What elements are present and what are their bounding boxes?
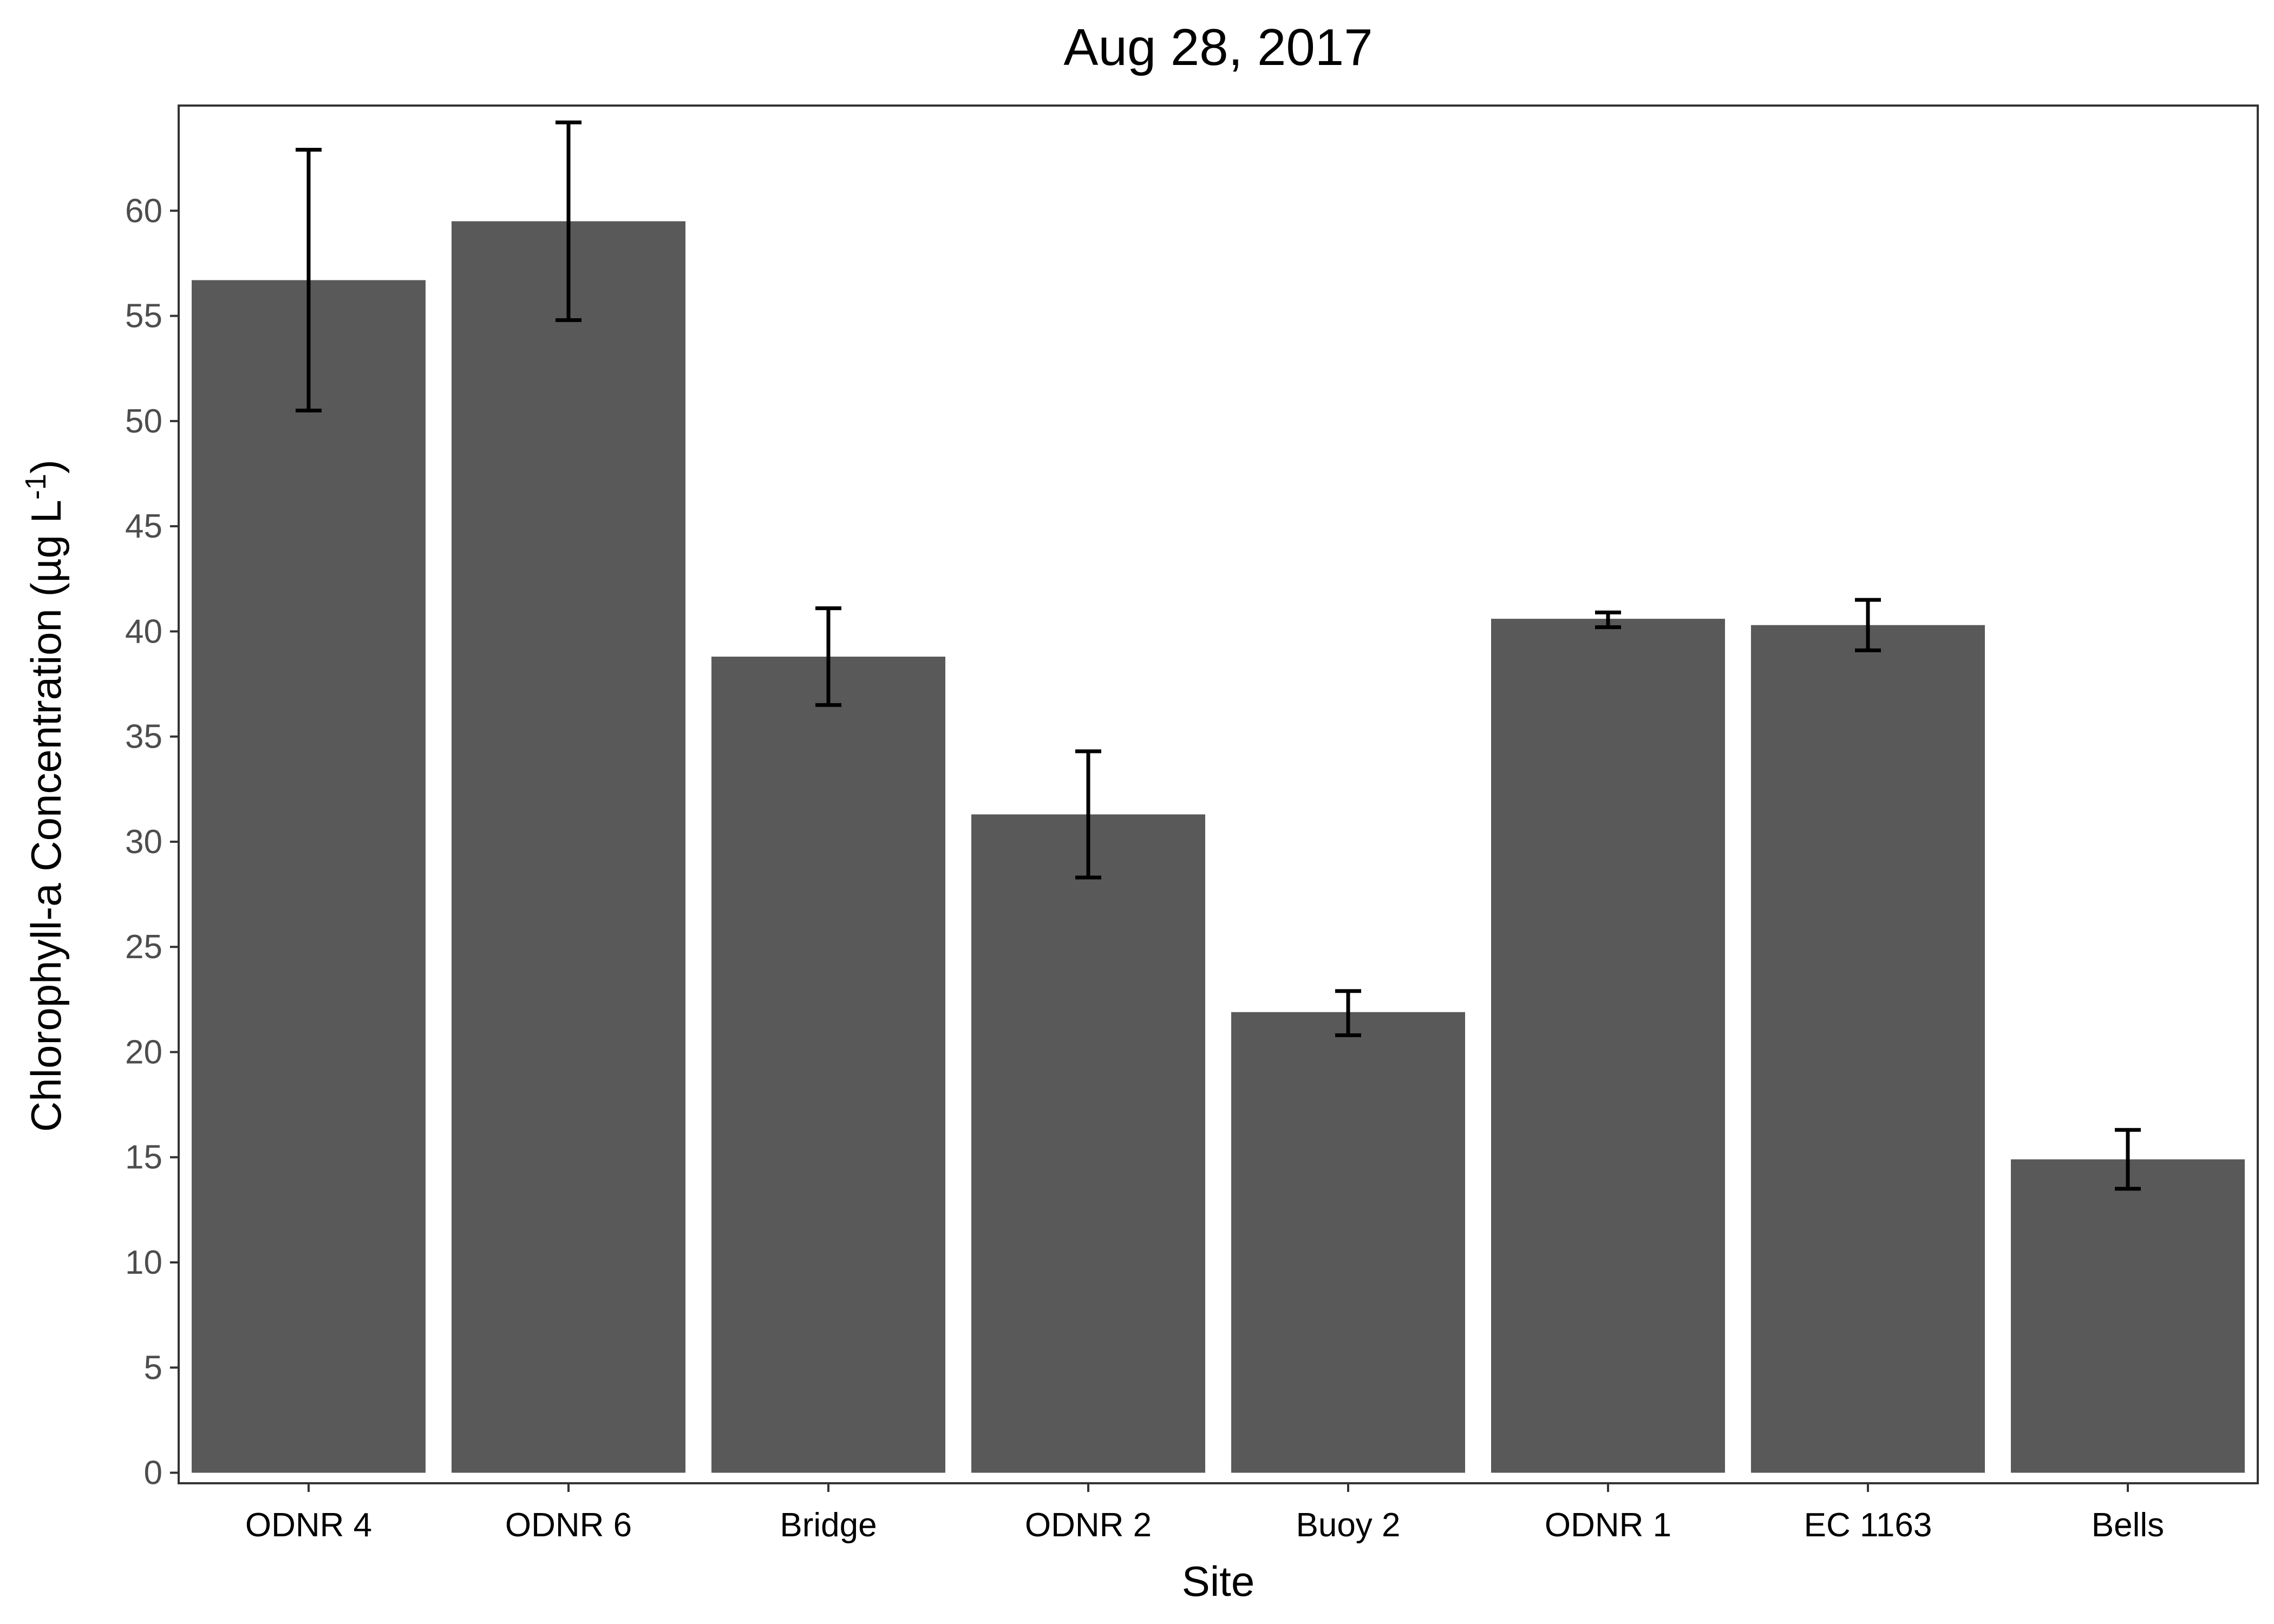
bar-odnr-4 — [192, 280, 426, 1473]
y-axis-title-superscript: -1 — [19, 474, 52, 500]
bar-odnr-6 — [452, 221, 685, 1473]
chart-title: Aug 28, 2017 — [1063, 18, 1373, 76]
plot-panel-border — [178, 104, 2259, 1484]
y-tick-label: 5 — [144, 1349, 162, 1386]
x-tick-label: Buoy 2 — [1296, 1507, 1400, 1544]
x-tick-label: ODNR 2 — [1025, 1507, 1152, 1544]
bars-group — [192, 221, 2245, 1473]
error-bar-odnr-4 — [296, 148, 322, 412]
error-bar-ec-1163 — [1855, 598, 1881, 652]
x-axis-title: Site — [1182, 1557, 1254, 1605]
y-tick-label: 0 — [144, 1455, 162, 1492]
error-bar-bells — [2115, 1128, 2141, 1191]
y-tick-label: 35 — [125, 718, 162, 756]
x-tick-label: EC 1163 — [1804, 1507, 1932, 1544]
bar-ec-1163 — [1751, 625, 1985, 1473]
y-tick-label: 10 — [125, 1244, 162, 1281]
x-tick-label: ODNR 4 — [245, 1507, 372, 1544]
y-axis-title-main: Chlorophyll-a Concentration (µg L — [22, 500, 70, 1132]
bar-bells — [2011, 1159, 2245, 1473]
x-axis: ODNR 4 ODNR 6 Bridge ODNR 2 Buoy 2 ODNR 1 EC 1… — [245, 1483, 2164, 1544]
x-tick-label: Bells — [2092, 1507, 2164, 1544]
error-bar-odnr-1 — [1595, 610, 1621, 630]
y-tick-label: 20 — [125, 1033, 162, 1071]
x-tick-label: Bridge — [780, 1507, 877, 1544]
error-bar-bridge — [815, 606, 841, 707]
error-bars-group — [296, 120, 2141, 1191]
y-tick-label: 25 — [125, 928, 162, 966]
error-bar-buoy-2 — [1335, 989, 1361, 1037]
x-tick-label: ODNR 6 — [505, 1507, 632, 1544]
y-axis-title-close: ) — [22, 460, 70, 474]
error-bar-odnr-2 — [1075, 749, 1101, 880]
y-tick-label: 40 — [125, 613, 162, 650]
bar-buoy-2 — [1231, 1012, 1465, 1473]
y-tick-label: 60 — [125, 192, 162, 230]
y-axis: 0 5 10 15 20 25 30 35 40 45 50 55 60 — [125, 192, 179, 1492]
y-tick-label: 30 — [125, 823, 162, 861]
y-axis-title: Chlorophyll-a Concentration (µg L-1) — [19, 460, 70, 1132]
bar-odnr-1 — [1491, 619, 1725, 1473]
bar-odnr-2 — [971, 814, 1205, 1473]
y-tick-label: 55 — [125, 298, 162, 335]
y-tick-label: 45 — [125, 508, 162, 545]
x-tick-label: ODNR 1 — [1545, 1507, 1671, 1544]
bar-bridge — [711, 657, 945, 1473]
error-bar-odnr-6 — [556, 120, 581, 322]
y-tick-label: 50 — [125, 403, 162, 440]
y-tick-label: 15 — [125, 1139, 162, 1176]
